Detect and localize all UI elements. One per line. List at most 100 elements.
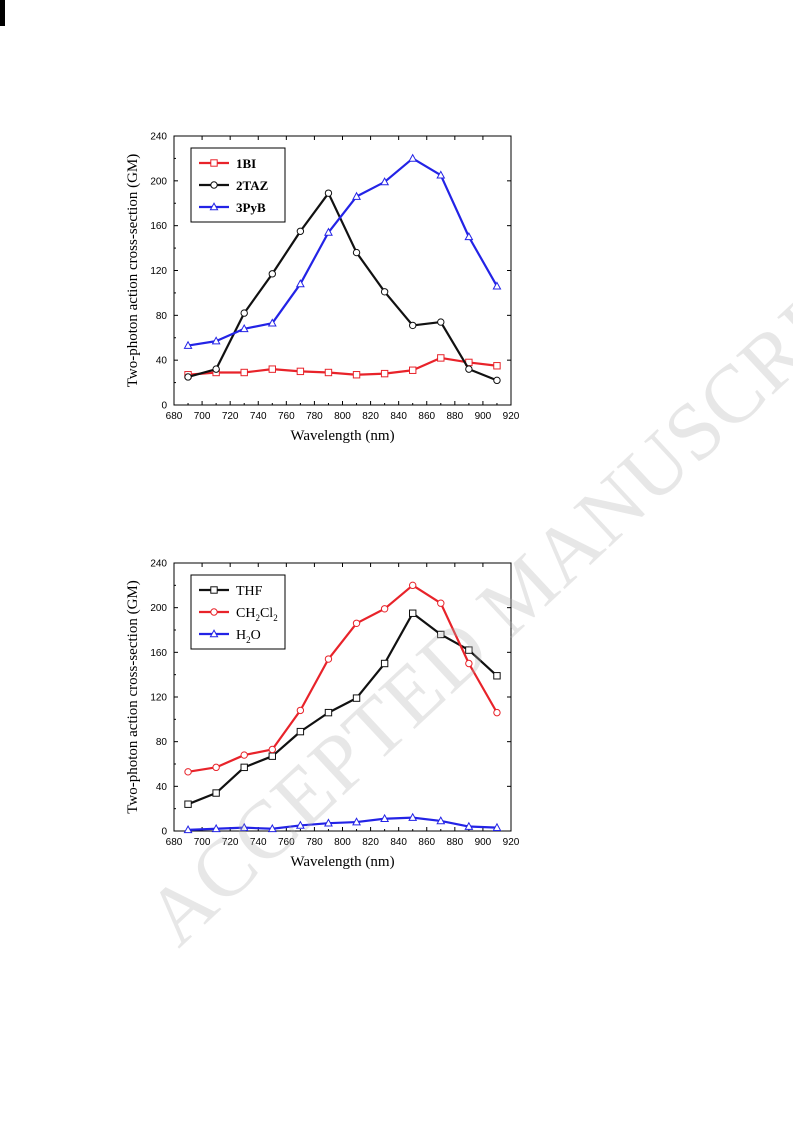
series-3PyB — [183, 153, 502, 349]
chart-2: 680 700 720 740 760 780 800 820 840 860 880 900 920 0… — [125, 559, 520, 871]
data-point — [324, 818, 333, 827]
legend-label: 2TAZ — [236, 178, 269, 193]
x-tick-label: 880 — [446, 837, 463, 848]
data-point — [212, 789, 220, 797]
data-point — [409, 609, 417, 617]
x-tick-label: 840 — [390, 837, 407, 848]
data-point — [212, 365, 220, 373]
y-axis-title: Two-photon action cross-section (GM) — [125, 580, 141, 813]
data-point — [380, 288, 389, 296]
data-point — [465, 659, 473, 668]
y-tick-label: 160 — [150, 221, 167, 232]
series-2TAZ — [184, 189, 501, 385]
series-line — [187, 612, 498, 806]
x-axis-title: Wavelength (nm) — [290, 854, 394, 870]
data-point — [211, 336, 221, 345]
y-tick-label: 240 — [150, 132, 167, 143]
data-point — [296, 367, 305, 376]
data-point — [352, 694, 361, 702]
x-tick-label: 800 — [334, 837, 351, 848]
y-tick-label: 120 — [150, 266, 167, 277]
series-line — [187, 157, 498, 347]
legend-marker — [210, 159, 218, 167]
data-point — [240, 309, 248, 317]
legend-label: THF — [236, 584, 263, 599]
y-tick-label: 240 — [150, 559, 167, 570]
data-point — [492, 281, 502, 290]
data-point — [212, 763, 220, 772]
series-CH2Cl2 — [184, 581, 501, 776]
x-tick-label: 900 — [475, 411, 492, 422]
legend-label: 3PyB — [236, 200, 266, 215]
x-tick-label: 780 — [306, 411, 323, 422]
data-point — [409, 366, 417, 374]
y-tick-label: 80 — [156, 311, 168, 322]
data-point — [437, 599, 445, 607]
data-point — [240, 751, 248, 759]
data-point — [408, 812, 418, 821]
legend-label: 1BI — [236, 156, 256, 171]
y-tick-label: 120 — [150, 693, 167, 704]
data-point — [211, 823, 221, 833]
data-point — [465, 646, 473, 654]
series-1BI — [184, 354, 501, 379]
data-point — [465, 365, 473, 373]
y-tick-label: 40 — [156, 782, 168, 793]
x-tick-label: 920 — [503, 411, 520, 422]
x-tick-label: 760 — [278, 411, 295, 422]
x-tick-label: 700 — [194, 837, 211, 848]
x-tick-label: 780 — [306, 837, 323, 848]
y-tick-label: 200 — [150, 176, 167, 187]
legend-marker — [210, 608, 218, 616]
legend-marker — [209, 629, 219, 638]
y-tick-label: 200 — [150, 603, 167, 614]
data-point — [493, 708, 501, 717]
data-point — [324, 708, 333, 717]
data-point — [380, 369, 389, 378]
y-tick-label: 160 — [150, 648, 167, 659]
y-axis-title: Two-photon action cross-section (GM) — [125, 154, 141, 387]
x-tick-label: 680 — [166, 837, 183, 848]
x-tick-label: 880 — [446, 411, 463, 422]
y-tick-label: 0 — [161, 401, 167, 412]
x-tick-label: 920 — [503, 837, 520, 848]
data-point — [380, 605, 389, 613]
series-THF — [184, 609, 501, 808]
data-point — [352, 817, 361, 826]
legend-marker — [210, 586, 218, 594]
series-H2O — [183, 812, 502, 834]
y-tick-label: 0 — [161, 827, 167, 838]
data-point — [268, 365, 276, 373]
data-point — [240, 368, 248, 377]
data-point — [437, 318, 445, 326]
data-point — [268, 745, 276, 754]
data-point — [267, 823, 277, 833]
x-axis-title: Wavelength (nm) — [290, 428, 394, 444]
data-point — [380, 177, 390, 186]
legend-label: CH2Cl2 — [236, 606, 278, 623]
x-tick-label: 860 — [418, 411, 435, 422]
x-tick-label: 720 — [222, 411, 239, 422]
data-point — [380, 813, 390, 823]
x-tick-label: 720 — [222, 837, 239, 848]
data-point — [183, 340, 193, 349]
data-point — [267, 318, 277, 327]
data-point — [239, 323, 249, 333]
series-line — [187, 816, 498, 831]
x-tick-label: 840 — [390, 411, 407, 422]
data-point — [437, 630, 445, 639]
data-point — [437, 354, 445, 362]
data-point — [493, 672, 501, 680]
data-point — [352, 619, 361, 627]
data-point — [296, 227, 305, 235]
data-point — [268, 270, 276, 278]
data-point — [296, 706, 305, 715]
data-point — [436, 170, 446, 179]
x-tick-label: 900 — [475, 837, 492, 848]
data-point — [380, 659, 389, 668]
data-point — [184, 373, 192, 381]
data-point — [240, 763, 248, 772]
x-tick-label: 800 — [334, 411, 351, 422]
data-point — [492, 822, 502, 831]
data-point — [324, 655, 333, 663]
